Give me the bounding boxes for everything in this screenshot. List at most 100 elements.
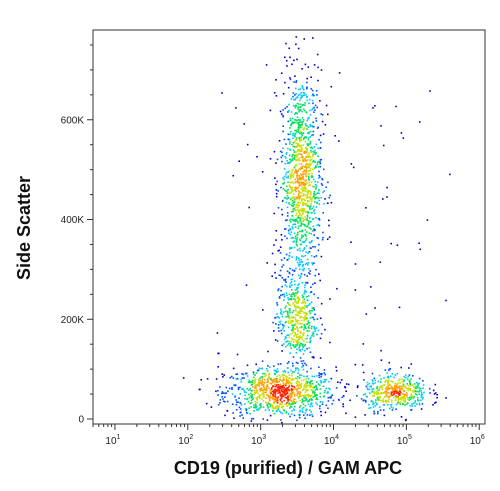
scatter-point — [318, 174, 320, 177]
scatter-point — [314, 395, 316, 397]
scatter-point — [387, 375, 390, 378]
scatter-point — [306, 296, 308, 298]
scatter-point — [366, 387, 369, 390]
scatter-point — [289, 228, 292, 230]
scatter-point — [445, 299, 447, 302]
scatter-point — [322, 385, 325, 388]
scatter-point — [304, 343, 306, 346]
scatter-point — [288, 381, 291, 383]
scatter-point — [301, 213, 304, 215]
scatter-point — [295, 137, 298, 139]
scatter-point — [306, 155, 308, 158]
scatter-point — [296, 341, 298, 344]
scatter-point — [270, 392, 272, 395]
scatter-point — [365, 395, 368, 398]
scatter-point — [279, 386, 281, 388]
scatter-point — [233, 417, 235, 419]
scatter-point — [318, 203, 321, 205]
scatter-point — [313, 234, 315, 236]
scatter-point — [275, 192, 278, 195]
scatter-point — [308, 181, 311, 184]
scatter-point — [314, 153, 317, 155]
scatter-point — [388, 407, 391, 410]
scatter-point — [309, 270, 311, 272]
scatter-point — [266, 394, 268, 396]
scatter-point — [253, 404, 255, 406]
scatter-point — [298, 193, 300, 195]
scatter-point — [304, 391, 307, 394]
scatter-point — [295, 339, 297, 342]
scatter-point — [284, 375, 287, 378]
scatter-point — [271, 407, 274, 409]
scatter-point — [288, 271, 291, 274]
scatter-point — [310, 247, 312, 249]
scatter-point — [305, 197, 308, 199]
scatter-point — [292, 208, 295, 210]
scatter-point — [295, 145, 298, 147]
scatter-point — [306, 150, 309, 152]
scatter-point — [379, 396, 381, 398]
scatter-point — [210, 406, 213, 408]
scatter-point — [274, 407, 277, 410]
scatter-point — [365, 207, 367, 209]
scatter-point — [413, 391, 415, 393]
scatter-point — [303, 247, 306, 249]
scatter-point — [407, 387, 410, 389]
scatter-point — [270, 396, 273, 399]
scatter-point — [304, 150, 306, 153]
scatter-point — [309, 196, 311, 198]
scatter-point — [412, 402, 415, 405]
scatter-point — [298, 274, 300, 277]
scatter-point — [294, 146, 296, 148]
scatter-point — [221, 396, 223, 398]
scatter-point — [286, 340, 288, 342]
scatter-point — [297, 387, 300, 389]
scatter-point — [280, 72, 283, 74]
scatter-point — [328, 219, 330, 222]
scatter-point — [305, 194, 307, 196]
scatter-point — [310, 198, 313, 200]
scatter-point — [302, 128, 304, 130]
scatter-point — [298, 377, 301, 379]
scatter-point — [378, 399, 380, 401]
scatter-point — [309, 170, 311, 172]
scatter-point — [322, 381, 325, 383]
scatter-point — [307, 295, 310, 297]
scatter-point — [313, 186, 315, 188]
scatter-point — [303, 150, 305, 153]
scatter-point — [222, 398, 224, 400]
scatter-point — [396, 396, 398, 398]
scatter-point — [286, 399, 289, 401]
scatter-point — [327, 396, 330, 399]
scatter-point — [294, 283, 296, 286]
scatter-point — [420, 399, 422, 402]
scatter-point — [378, 406, 381, 408]
scatter-point — [303, 223, 305, 226]
scatter-point — [306, 401, 309, 403]
scatter-point — [266, 404, 269, 407]
scatter-point — [300, 379, 303, 382]
scatter-point — [275, 79, 277, 81]
scatter-point — [288, 47, 290, 50]
scatter-point — [276, 398, 279, 400]
scatter-point — [259, 388, 262, 390]
scatter-point — [253, 393, 255, 396]
scatter-point — [406, 388, 409, 390]
scatter-point — [306, 182, 308, 184]
scatter-point — [215, 390, 217, 393]
scatter-point — [289, 149, 292, 151]
scatter-point — [300, 360, 303, 363]
scatter-point — [316, 224, 318, 227]
scatter-point — [308, 232, 311, 235]
scatter-point — [300, 383, 303, 385]
scatter-point — [289, 381, 292, 384]
scatter-point — [302, 144, 304, 146]
scatter-point — [276, 402, 279, 404]
scatter-point — [284, 284, 287, 286]
scatter-point — [299, 132, 301, 135]
scatter-point — [314, 201, 316, 203]
scatter-point — [414, 393, 417, 395]
scatter-point — [246, 412, 249, 415]
scatter-point — [321, 114, 324, 116]
scatter-point — [413, 383, 416, 385]
